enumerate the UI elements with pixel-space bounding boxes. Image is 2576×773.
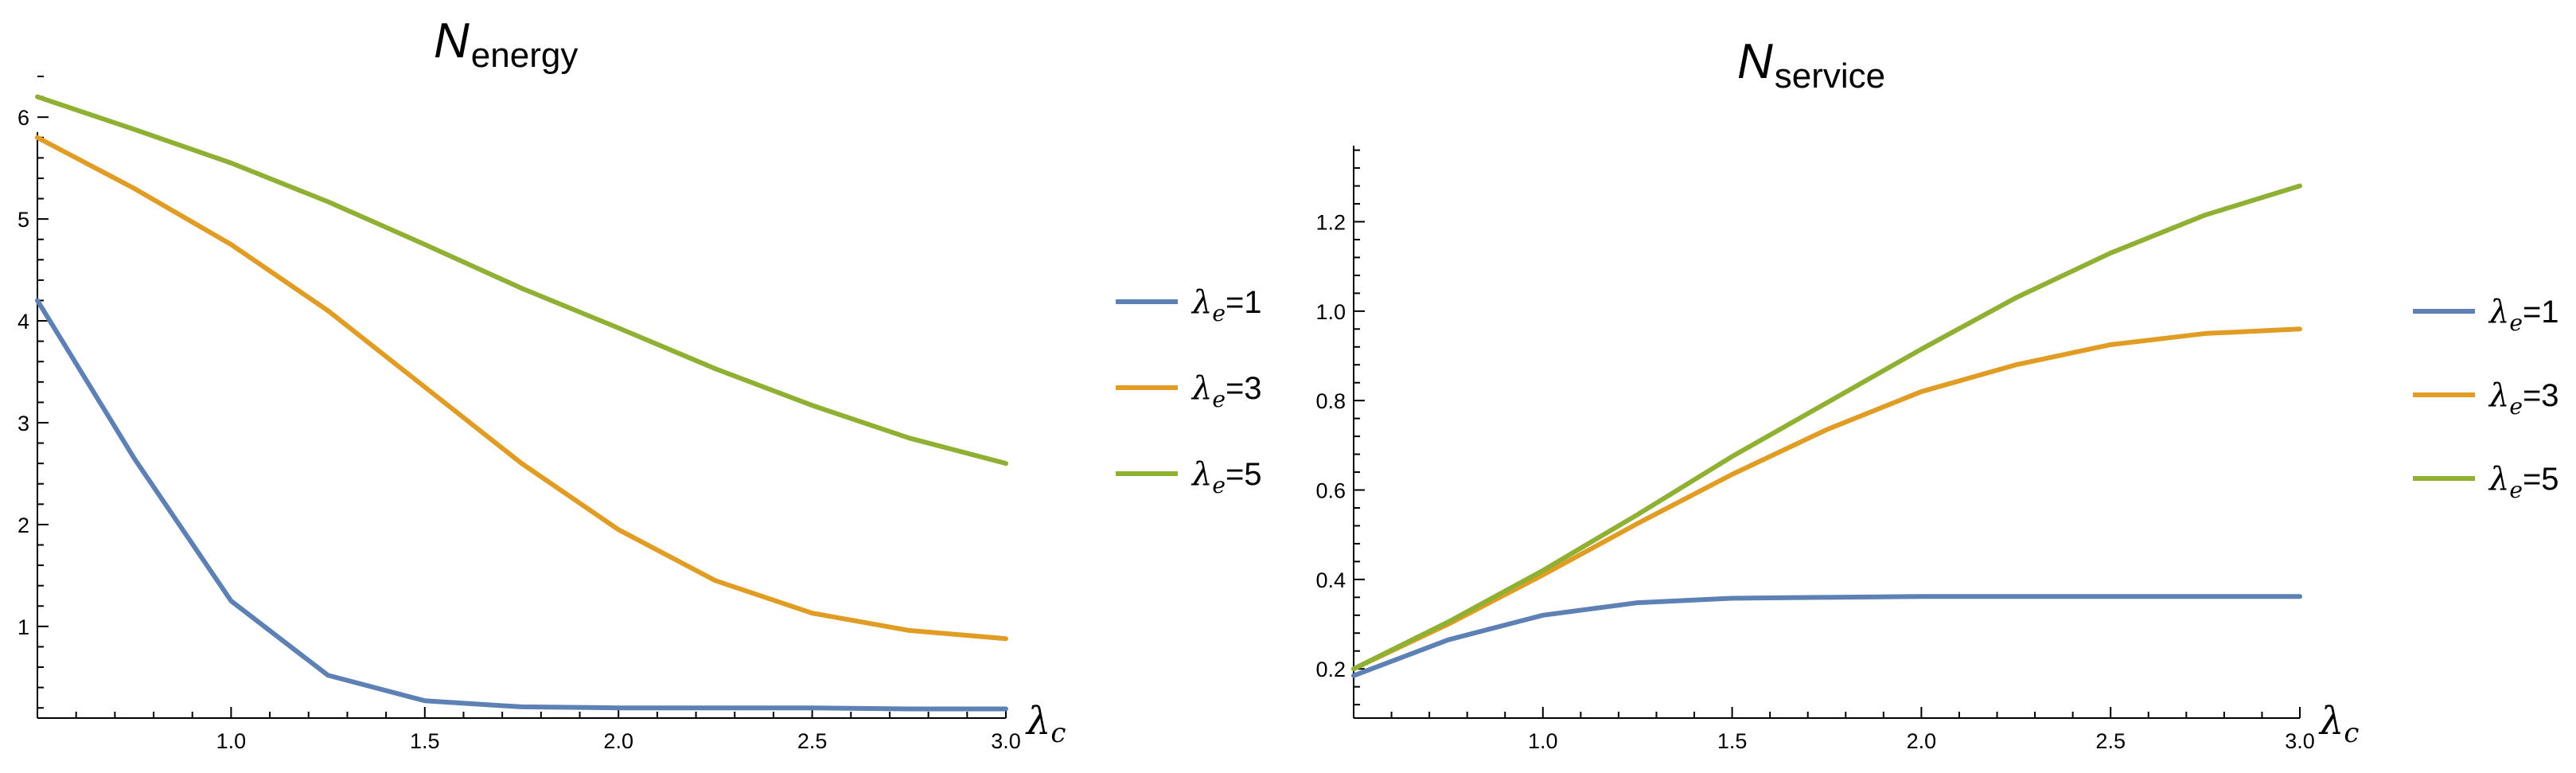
chart-energy-x-tick-label: 1.0 [216, 729, 247, 753]
chart-energy-legend-label-2: λe=3 [1191, 370, 1262, 412]
chart-service-series-3 [1351, 183, 2302, 672]
chart-energy-x-tick-label: 2.5 [797, 729, 828, 753]
chart-energy-x-tick-label: 2.0 [603, 729, 633, 753]
chart-service-y-tick-label: 0.2 [1315, 658, 1346, 681]
chart-energy-legend-label-1: λe=1 [1191, 284, 1262, 326]
chart-energy-x-tick-label: 1.5 [410, 729, 440, 753]
chart-energy-y-tick-label: 5 [18, 208, 29, 232]
chart-energy-y-tick-label: 3 [18, 412, 29, 435]
chart-service-x-tick-label: 2.0 [1907, 729, 1937, 753]
chart-energy-series-3 [35, 94, 1008, 467]
chart-energy-title: Nenergy [434, 14, 578, 75]
chart-service-x-tick-label: 1.0 [1528, 729, 1558, 753]
chart-service-tick-labels: 1.0 1.5 2.0 2.5 3.0 0.2 0.4 0.6 0.8 1.0 1.2 [1315, 210, 2314, 753]
chart-service-legend: λe=1 λe=3 λe=5 [2413, 294, 2559, 503]
chart-service-x-tick-label: 1.5 [1717, 729, 1748, 753]
chart-service-legend-label-2: λe=3 [2488, 377, 2559, 420]
chart-service-legend-label-1: λe=1 [2488, 294, 2559, 336]
chart-service-title: Nservice [1737, 34, 1885, 96]
chart-service-y-tick-label: 0.4 [1315, 568, 1346, 592]
chart-energy-y-tick-label: 2 [18, 513, 29, 537]
chart-service-y-tick-label: 1.0 [1315, 300, 1346, 324]
chart-energy-y-tick-label: 4 [18, 310, 29, 334]
chart-service-xlabel: λc [2318, 699, 2359, 749]
chart-service-series [1351, 183, 2302, 678]
chart-energy-legend-label-3: λe=5 [1191, 456, 1262, 498]
chart-energy-y-tick-label: 1 [18, 615, 29, 639]
chart-energy-tick-labels: 1.0 1.5 2.0 2.5 3.0 1 2 3 4 5 6 [18, 106, 1021, 753]
chart-energy-series-2 [35, 135, 1008, 642]
chart-service-ticks [1353, 149, 2301, 718]
chart-service-series-2 [1351, 326, 2302, 672]
chart-energy-legend: λe=1 λe=3 λe=5 [1116, 284, 1262, 498]
chart-service-y-tick-label: 0.6 [1315, 479, 1346, 503]
chart-service-x-tick-label: 3.0 [2285, 729, 2315, 753]
chart-service: Nservice 1.0 1.5 2.0 2.5 3.00.20.40.60.81.01… [1315, 34, 2558, 753]
chart-service-series-1 [1351, 594, 2302, 678]
chart-service-y-tick-label: 1.2 [1315, 210, 1346, 234]
chart-service-x-tick-label: 2.5 [2095, 729, 2126, 753]
chart-service-legend-label-3: λe=5 [2488, 461, 2559, 503]
chart-service-y-tick-label: 0.8 [1315, 389, 1346, 413]
chart-energy-xlabel: λc [1025, 699, 1066, 749]
chart-energy-x-tick-label: 3.0 [991, 729, 1021, 753]
chart-energy-series-1 [35, 298, 1008, 712]
chart-energy-y-tick-label: 6 [18, 106, 29, 130]
chart-energy-series [35, 94, 1008, 712]
